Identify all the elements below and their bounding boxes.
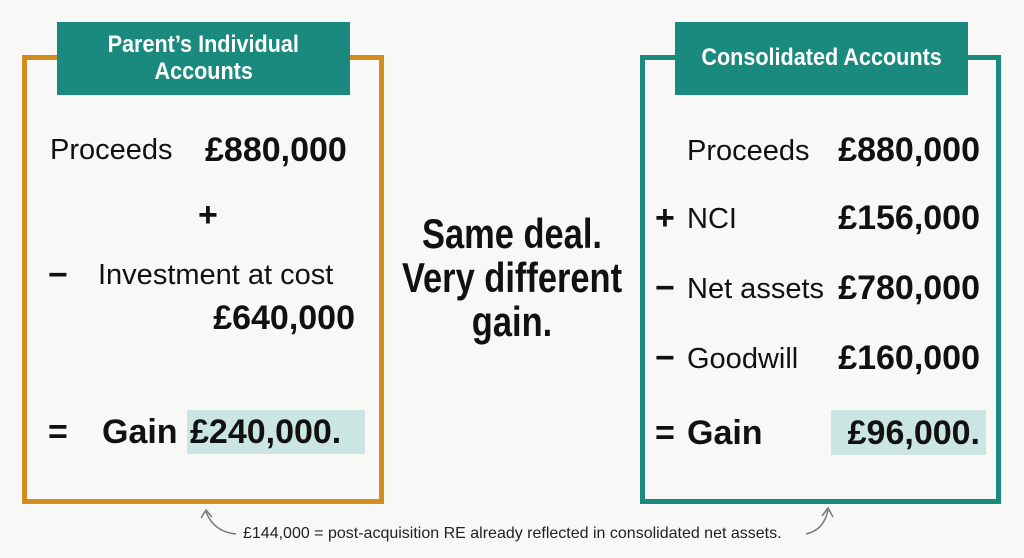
- sign: +: [655, 199, 675, 237]
- headline-line: Very different: [401, 254, 623, 301]
- arrow-head: [821, 506, 834, 518]
- gain-label: Gain: [102, 413, 178, 451]
- label: Net assets: [687, 273, 824, 305]
- amount: £156,000: [838, 199, 980, 237]
- label: Goodwill: [687, 343, 799, 375]
- left-title: Parent’s Individual Accounts: [57, 22, 350, 95]
- arrow: [805, 509, 829, 535]
- amount: £640,000: [213, 299, 355, 337]
- label: Proceeds: [687, 135, 810, 167]
- label: NCI: [687, 203, 737, 235]
- title-line: Consolidated Accounts: [701, 44, 942, 72]
- highlight: [831, 410, 986, 455]
- title-line: Accounts: [154, 57, 253, 85]
- arrow: [205, 511, 237, 535]
- right-title: Consolidated Accounts: [675, 22, 968, 95]
- arrow-head: [200, 508, 213, 519]
- sign: =: [655, 414, 675, 452]
- headline: Same deal. Very different gain.: [362, 212, 662, 344]
- label: Proceeds: [50, 134, 173, 166]
- headline-line: gain.: [471, 298, 553, 345]
- sign: +: [198, 196, 218, 234]
- sign: −: [48, 256, 68, 294]
- headline-line: Same deal.: [422, 210, 602, 257]
- highlight: [187, 410, 365, 454]
- title-line: Parent’s Individual: [107, 31, 300, 59]
- gain-label: Gain: [687, 414, 763, 452]
- amount: £880,000: [205, 131, 347, 169]
- amount: £160,000: [838, 339, 980, 377]
- amount: £880,000: [838, 131, 980, 169]
- sign: −: [655, 339, 675, 377]
- gain-amount: £96,000.: [847, 414, 980, 452]
- sign: =: [48, 413, 68, 451]
- sign: −: [655, 269, 675, 307]
- label: Investment at cost: [98, 259, 334, 291]
- note: £144,000 = post-acquisition RE already r…: [243, 525, 782, 542]
- amount: £780,000: [838, 269, 980, 307]
- gain-amount: £240,000.: [190, 413, 342, 451]
